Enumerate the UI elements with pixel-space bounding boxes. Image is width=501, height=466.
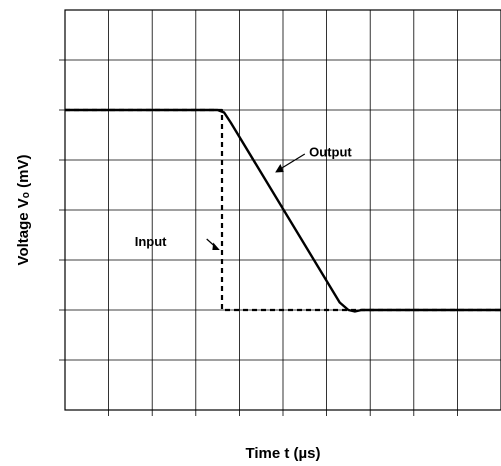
input-arrowhead [212, 242, 220, 250]
y-axis-label: Voltage Vₒ (mV) [15, 155, 32, 266]
series-layer [65, 108, 501, 313]
annotation-layer: Output Input [135, 145, 352, 250]
series-output-line [65, 108, 501, 313]
output-annotation-label: Output [309, 145, 352, 160]
grid [59, 10, 501, 416]
output-annotation-arrow [278, 153, 306, 171]
plot-frame [64, 9, 501, 411]
output-arrowhead [275, 164, 284, 173]
x-axis-label: Time t (µs) [245, 445, 320, 462]
input-annotation-label: Input [135, 234, 167, 249]
